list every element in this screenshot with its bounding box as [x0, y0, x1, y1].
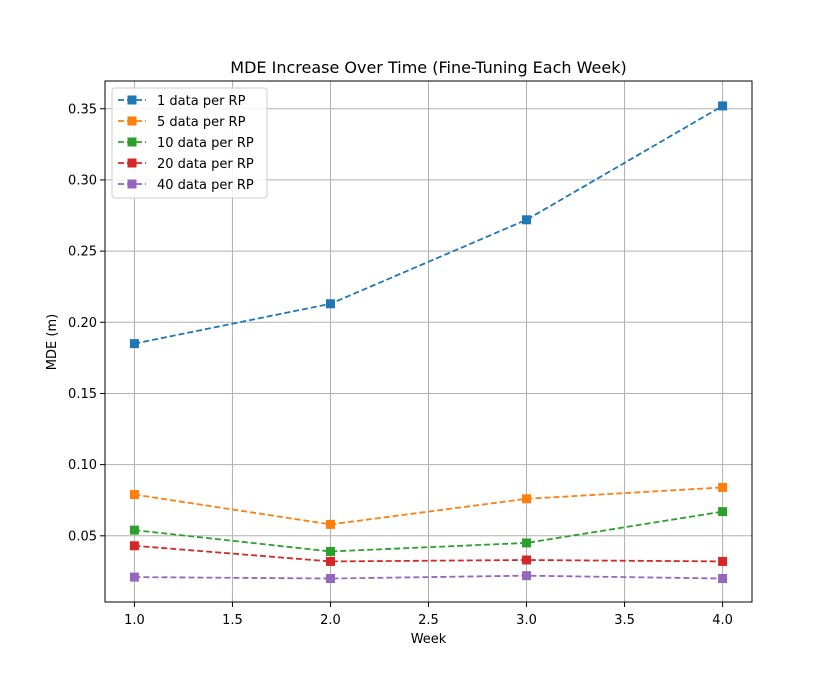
legend-label: 40 data per RP — [157, 178, 254, 193]
legend-item: 40 data per RP — [118, 178, 254, 193]
series-line — [134, 574, 723, 580]
x-tick-label: 2.5 — [418, 613, 439, 628]
y-tick-label: 0.15 — [68, 387, 97, 402]
series-line — [134, 105, 724, 345]
legend-marker — [127, 158, 137, 168]
data-point — [325, 574, 335, 584]
y-tick-label: 0.25 — [68, 245, 97, 260]
x-tick-label: 3.5 — [614, 613, 635, 628]
legend-item: 10 data per RP — [118, 136, 254, 151]
series-4 — [129, 541, 728, 566]
legend-item: 5 data per RP — [118, 115, 246, 130]
series-layer — [129, 101, 728, 584]
x-tick-label: 1.5 — [222, 613, 243, 628]
data-point — [325, 546, 335, 556]
legend-marker — [127, 95, 137, 105]
series-1 — [129, 101, 728, 349]
legend-label: 20 data per RP — [157, 157, 254, 172]
x-tick-label: 1.0 — [124, 613, 145, 628]
legend-marker — [127, 137, 137, 147]
series-line — [134, 544, 723, 563]
data-point — [129, 525, 139, 535]
series-3 — [129, 507, 728, 556]
y-tick-label: 0.30 — [68, 173, 97, 188]
legend-box — [111, 87, 268, 199]
y-tick-label: 0.05 — [68, 529, 97, 544]
legend-label: 5 data per RP — [157, 115, 246, 130]
data-point — [718, 101, 728, 111]
chart-title: MDE Increase Over Time (Fine-Tuning Each… — [230, 58, 626, 77]
y-tick-label: 0.35 — [68, 102, 97, 117]
legend-marker — [127, 116, 137, 126]
grid — [105, 81, 752, 602]
ticks: 1.0 1.5 2.0 2.5 3.0 3.5 4.0 0.05 0.10 0.15 0.20 0.2… — [68, 102, 733, 628]
legend-item: 20 data per RP — [118, 157, 254, 172]
legend-label: 10 data per RP — [157, 136, 254, 151]
data-point — [522, 555, 532, 565]
data-point — [129, 541, 139, 551]
data-point — [129, 490, 139, 500]
series-5 — [129, 571, 728, 584]
data-point — [522, 571, 532, 581]
data-point — [718, 556, 728, 566]
legend-marker — [127, 179, 137, 189]
series-2 — [129, 482, 728, 529]
data-point — [325, 519, 335, 529]
x-tick-label: 2.0 — [320, 613, 341, 628]
y-tick-label: 0.20 — [68, 316, 97, 331]
legend-item: 1 data per RP — [118, 94, 246, 109]
y-tick-label: 0.10 — [68, 458, 97, 473]
legend: 1 data per RP 5 data per RP 10 data per RP… — [111, 87, 268, 199]
data-point — [522, 215, 532, 225]
data-point — [522, 538, 532, 548]
series-line — [134, 486, 723, 526]
y-axis-label: MDE (m) — [45, 314, 60, 370]
data-point — [718, 482, 728, 492]
data-point — [325, 299, 335, 309]
data-point — [718, 507, 728, 517]
legend-label: 1 data per RP — [157, 94, 246, 109]
x-tick-label: 4.0 — [712, 613, 733, 628]
data-point — [718, 574, 728, 584]
data-point — [129, 572, 139, 582]
x-tick-label: 3.0 — [516, 613, 537, 628]
data-point — [129, 339, 139, 349]
data-point — [325, 556, 335, 566]
data-point — [522, 494, 532, 504]
x-axis-label: Week — [411, 632, 447, 647]
